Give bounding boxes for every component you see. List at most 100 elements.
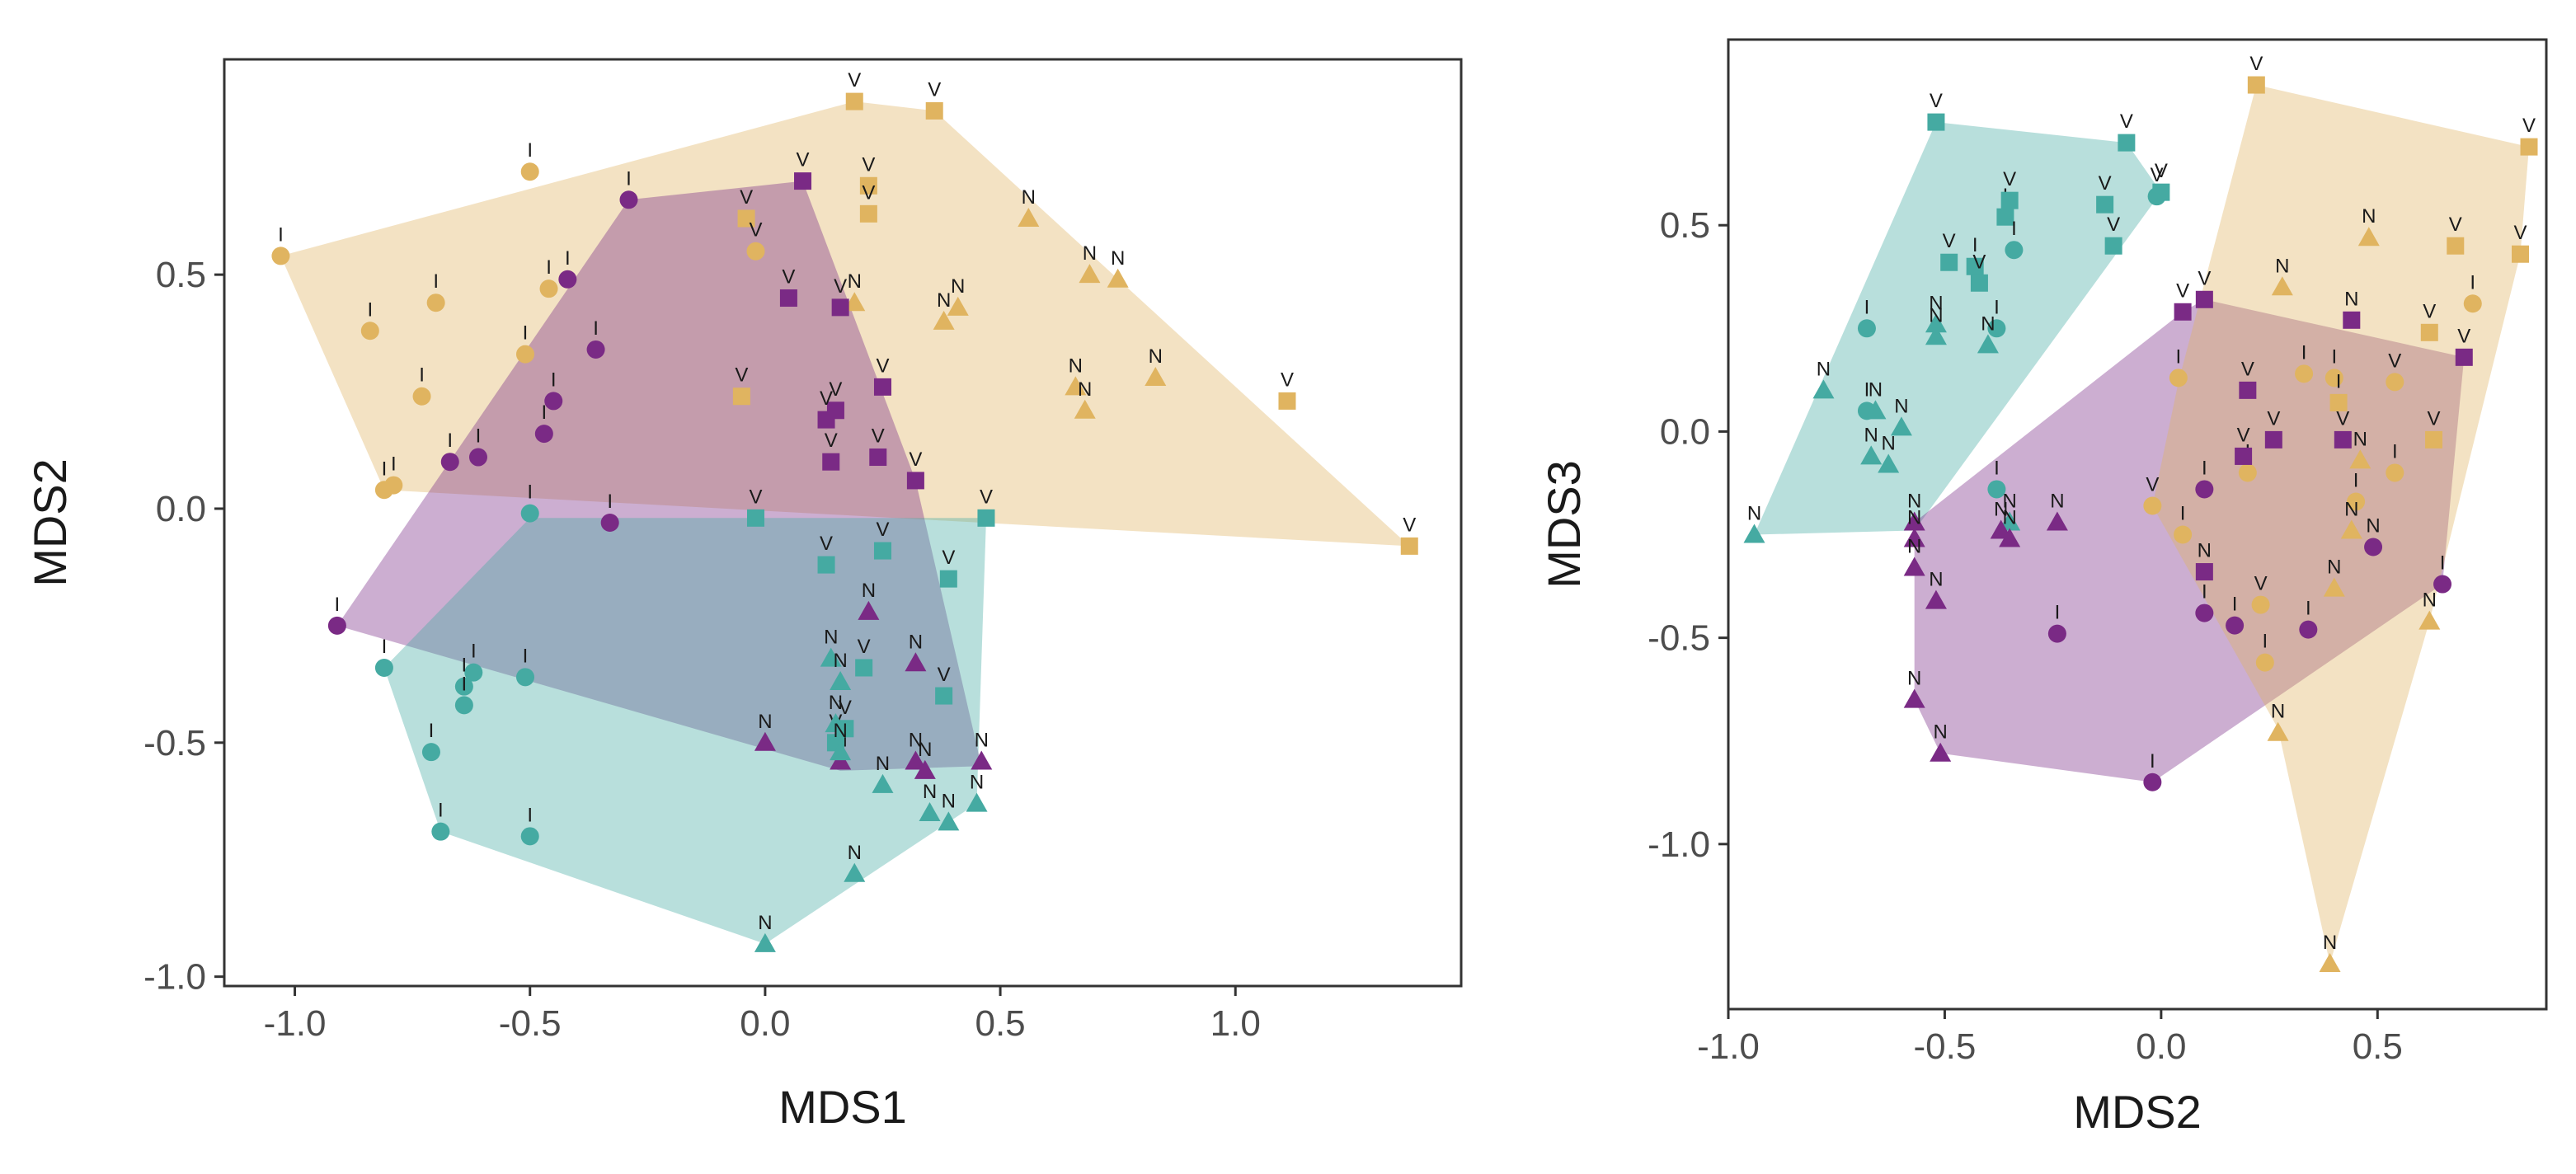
- data-point-circle-group_a: [2238, 463, 2257, 482]
- point-label: N: [975, 730, 989, 752]
- point-label: V: [2107, 214, 2120, 236]
- data-point-circle-group_a: [426, 294, 445, 312]
- data-point-square-group_c: [939, 570, 957, 588]
- y-tick-label: 0.0: [156, 489, 206, 529]
- point-label: I: [471, 641, 477, 663]
- point-label: I: [523, 645, 529, 667]
- data-point-circle-group_b: [600, 514, 619, 532]
- y-tick-label: -1.0: [1648, 824, 1710, 865]
- point-label: N: [909, 730, 923, 752]
- point-label: V: [820, 387, 833, 410]
- plot-frame: [1727, 38, 2548, 1011]
- data-point-circle-group_c: [464, 663, 483, 682]
- data-point-triangle-group_a: [2349, 449, 2372, 469]
- data-point-triangle-group_a: [947, 296, 969, 316]
- point-label: I: [382, 458, 388, 480]
- y-tick-label: -0.5: [143, 723, 206, 763]
- data-point-square-group_b: [2343, 311, 2361, 329]
- y-tick-label: -0.5: [1648, 618, 1710, 659]
- x-tick-label: 0.0: [740, 1003, 790, 1044]
- point-label: I: [1994, 296, 2000, 318]
- x-tick-label: 1.0: [1210, 1003, 1261, 1044]
- point-label: I: [1864, 296, 1870, 318]
- data-point-triangle-group_c: [820, 647, 842, 667]
- x-tick-label: -0.5: [499, 1003, 562, 1044]
- y-tick-label: 0.0: [1660, 411, 1710, 452]
- point-label: V: [2003, 168, 2016, 190]
- point-label: I: [335, 594, 341, 616]
- data-point-triangle-group_c: [1864, 400, 1887, 420]
- data-point-triangle-group_a: [1145, 367, 1167, 387]
- point-label: N: [2344, 288, 2358, 310]
- point-label: V: [2449, 214, 2462, 236]
- data-point-circle-group_c: [520, 504, 539, 523]
- data-point-circle-group_b: [2143, 772, 2162, 791]
- point-label: I: [2150, 750, 2155, 772]
- data-point-square-group_c: [855, 659, 873, 677]
- data-point-circle-group_a: [2463, 294, 2482, 313]
- point-label: V: [2514, 222, 2527, 244]
- point-label: I: [551, 369, 557, 391]
- data-point-triangle-group_a: [2319, 952, 2341, 972]
- x-tick-label: 0.5: [2353, 1026, 2403, 1067]
- data-point-triangle-group_c: [1878, 453, 1900, 473]
- point-label: I: [2176, 345, 2182, 368]
- data-point-triangle-group_c: [825, 713, 847, 733]
- data-point-square-group_b: [822, 453, 840, 471]
- data-point-circle-group_a: [2325, 369, 2343, 387]
- point-label: N: [833, 650, 847, 672]
- data-point-circle-group_c: [2005, 241, 2024, 260]
- x-axis-title: MDS1: [778, 1081, 907, 1133]
- data-point-triangle-group_a: [1107, 268, 1129, 288]
- data-point-circle-group_a: [2295, 364, 2314, 383]
- data-point-circle-group_a: [539, 279, 558, 298]
- point-label: N: [833, 720, 847, 742]
- point-label: I: [1864, 378, 1870, 401]
- data-point-triangle-group_a: [2419, 610, 2441, 630]
- data-point-square-group_a: [737, 209, 755, 228]
- data-point-square-group_b: [794, 172, 812, 190]
- point-label: V: [2198, 267, 2211, 289]
- point-label: N: [876, 753, 890, 775]
- data-point-triangle-group_b: [1999, 528, 2021, 547]
- point-label: I: [607, 491, 613, 513]
- hull-group_a: [2152, 85, 2529, 964]
- point-label: V: [938, 664, 951, 686]
- point-label: V: [2241, 358, 2254, 380]
- point-label: V: [876, 355, 889, 377]
- data-point-circle-group_c: [2147, 187, 2166, 206]
- data-point-circle-group_a: [360, 322, 379, 340]
- y-tick-label: 0.5: [156, 255, 206, 295]
- data-point-triangle-group_c: [1860, 445, 1883, 465]
- data-point-circle-group_c: [431, 822, 450, 841]
- data-point-circle-group_c: [1987, 480, 2006, 499]
- data-point-triangle-group_b: [754, 731, 776, 751]
- point-label: V: [782, 266, 795, 289]
- point-label: I: [278, 223, 284, 246]
- data-point-circle-group_a: [2386, 373, 2404, 392]
- data-point-square-group_a: [859, 204, 877, 223]
- x-tick-label: -0.5: [1914, 1026, 1977, 1067]
- point-label: N: [758, 912, 772, 934]
- data-point-triangle-group_b: [905, 750, 927, 770]
- data-point-triangle-group_a: [844, 292, 866, 312]
- point-label: V: [862, 153, 875, 176]
- point-label: V: [2099, 172, 2112, 195]
- x-axis: -1.0 -0.5 0.0 0.5 1.0: [264, 986, 1261, 1044]
- point-label: I: [2392, 440, 2398, 463]
- data-point-circle-group_b: [440, 453, 459, 472]
- point-label: V: [2254, 573, 2268, 595]
- data-point-triangle-group_b: [914, 759, 936, 779]
- data-point-square-group_a: [1278, 392, 1296, 410]
- data-point-circle-group_a: [520, 162, 539, 181]
- point-label: V: [2120, 110, 2133, 133]
- data-point-square-group_b: [2239, 381, 2257, 399]
- data-point-circle-group_a: [384, 476, 403, 495]
- data-point-triangle-group_c: [1925, 313, 1947, 333]
- data-point-triangle-group_a: [1018, 208, 1040, 228]
- data-point-triangle-group_c: [966, 792, 988, 812]
- point-label: V: [1281, 369, 1294, 391]
- point-label: I: [367, 298, 373, 321]
- data-point-circle-group_c: [516, 668, 535, 687]
- point-label: N: [2002, 490, 2016, 512]
